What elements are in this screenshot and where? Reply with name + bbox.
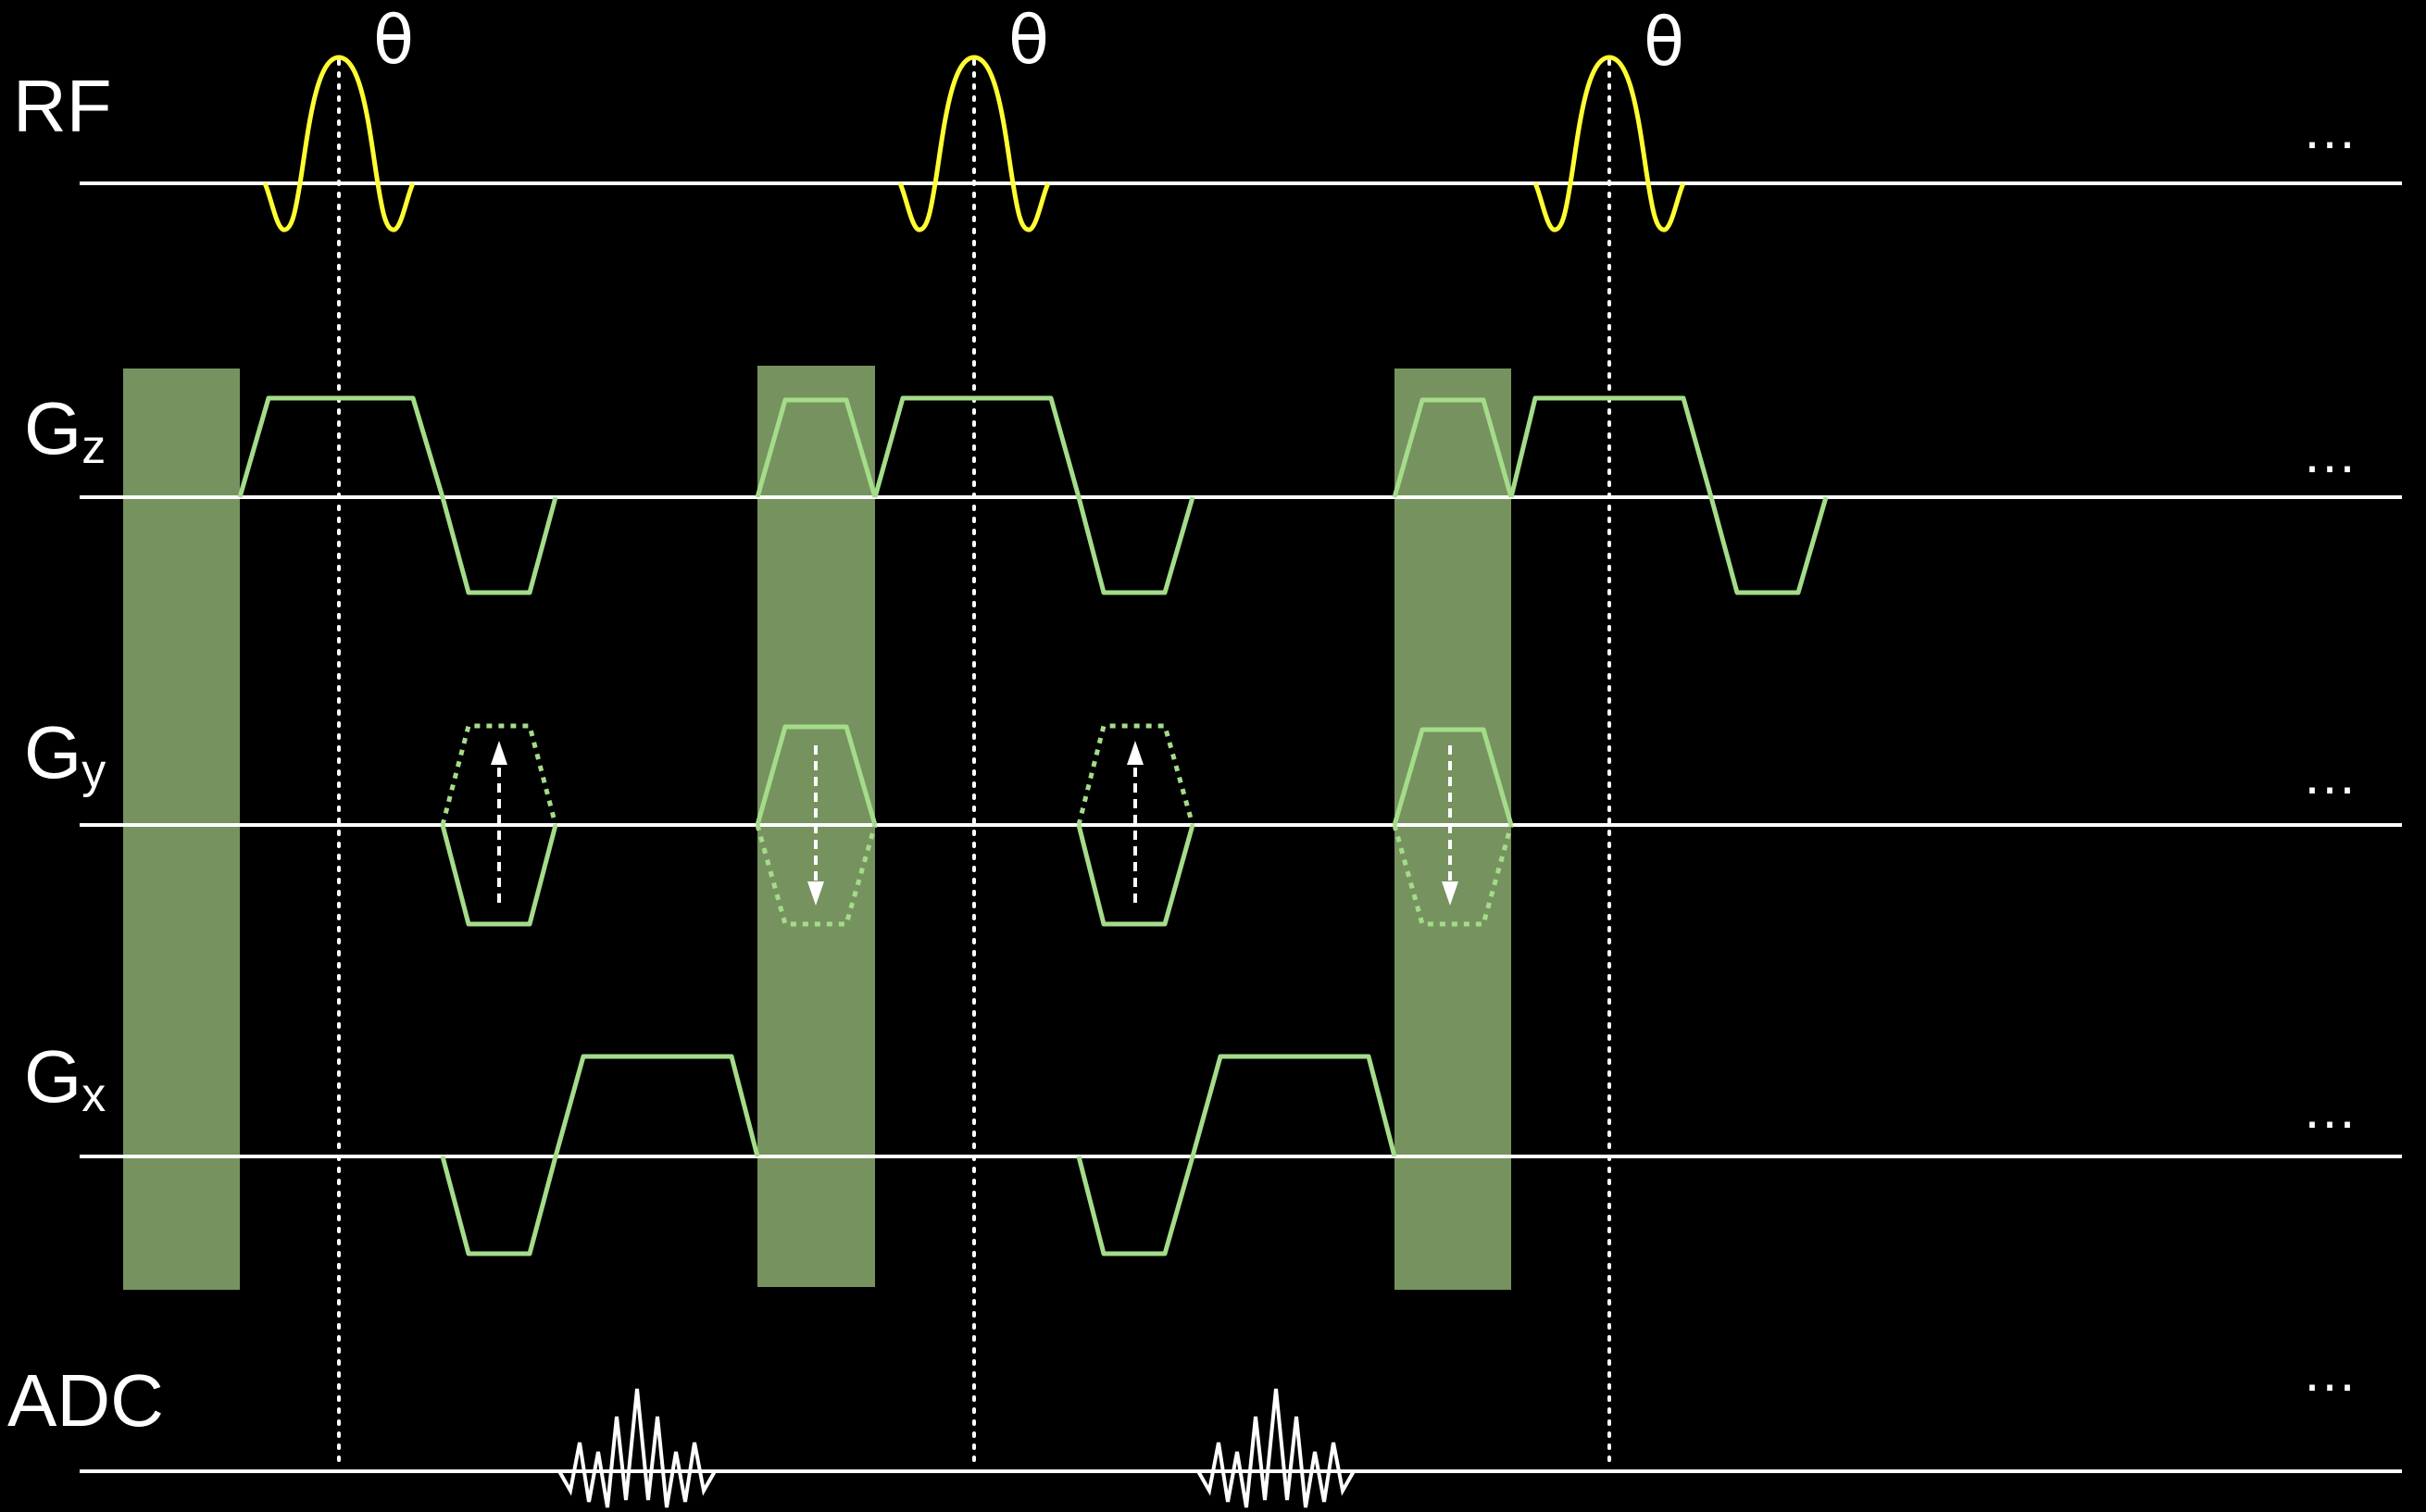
gx-readout-2	[1076, 1054, 1397, 1256]
gy-phase-encode-1-range	[440, 723, 558, 826]
flip-angle-label-1: θ	[373, 1, 414, 79]
spoiler-block-1	[123, 369, 240, 1290]
gy-rewinder-3	[1392, 727, 1514, 826]
rf-pulse-3	[1532, 55, 1686, 232]
gy-phase-encode-2-range	[1076, 723, 1195, 826]
adc-continuation: …	[2302, 1341, 2357, 1403]
rf-label: RF	[13, 65, 112, 147]
echo-center-lines	[337, 59, 1611, 1465]
gy-phase-encode-2	[1076, 824, 1195, 927]
gz-slice-select-3	[1508, 395, 1829, 595]
gy-step-arrows	[497, 745, 1452, 903]
gy-phase-encode-1	[440, 824, 558, 927]
gz-spoiler-3	[1392, 397, 1514, 498]
adc-label: ADC	[7, 1359, 164, 1442]
spoiler-block-3	[1394, 369, 1511, 1290]
gy-gradients	[440, 723, 1514, 927]
gz-gradients	[237, 395, 1829, 595]
gy-label-subscript: y	[81, 744, 106, 798]
gx-label-subscript: x	[81, 1068, 106, 1122]
gy-arrowhead-up-2	[1127, 741, 1144, 765]
gy-arrowhead-down-2	[807, 881, 824, 906]
gz-slice-select-2	[872, 395, 1195, 595]
rf-pulse-1	[262, 55, 416, 232]
rf-pulse-2	[897, 55, 1051, 232]
gy-arrowheads	[491, 741, 1458, 906]
gy-label: Gy	[24, 711, 106, 798]
gx-continuation: …	[2302, 1078, 2357, 1140]
gx-gradients	[440, 1054, 1397, 1256]
gy-arrowhead-down-3	[1442, 881, 1458, 906]
gx-readout-1	[440, 1054, 760, 1256]
rf-continuation: …	[2302, 98, 2357, 160]
adc-echo-1	[557, 1388, 717, 1508]
gz-label: Gz	[24, 387, 106, 474]
adc-signals	[557, 1388, 1356, 1508]
flip-angle-label-2: θ	[1008, 1, 1049, 79]
gy-rewinder-3-range	[1392, 824, 1514, 927]
gy-rewinder-2	[755, 724, 878, 826]
gz-continuation: …	[2302, 422, 2357, 484]
gy-arrowhead-up-1	[491, 741, 507, 765]
gy-continuation: …	[2302, 744, 2357, 806]
gx-label: Gx	[24, 1035, 106, 1122]
gz-slice-select-1	[237, 395, 558, 595]
flip-angle-label-3: θ	[1644, 3, 1684, 81]
gy-rewinder-2-range	[755, 824, 878, 927]
gz-spoiler-2	[755, 397, 878, 498]
gz-label-subscript: z	[81, 420, 106, 474]
adc-echo-2	[1196, 1388, 1356, 1508]
rf-pulses	[262, 55, 1686, 232]
